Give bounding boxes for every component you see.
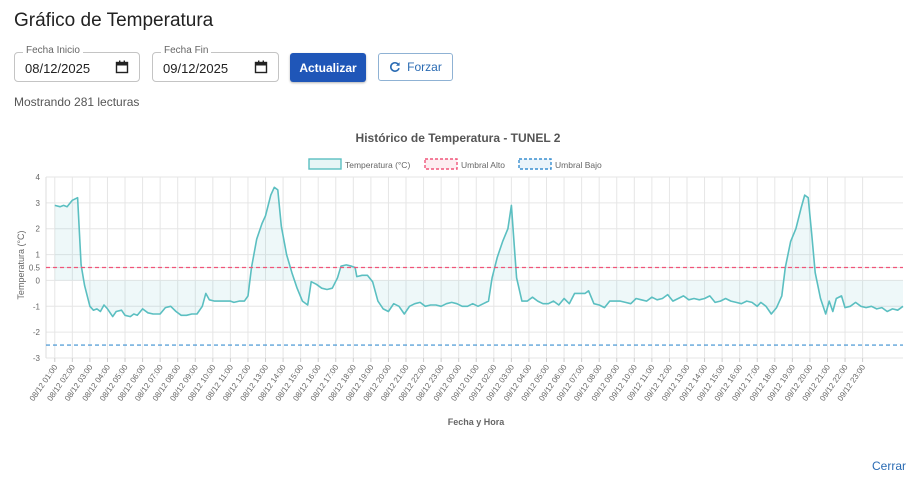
calendar-icon[interactable] [254, 60, 268, 74]
chart-title: Histórico de Temperatura - TUNEL 2 [356, 131, 561, 145]
end-date-value[interactable]: 09/12/2025 [163, 61, 229, 76]
chart-grid [45, 176, 903, 362]
start-date-field[interactable]: Fecha Inicio 08/12/2025 [14, 45, 140, 82]
y-tick-label: 4 [36, 173, 41, 182]
x-axis-label: Fecha y Hora [448, 417, 506, 427]
legend-low-threshold-swatch [518, 158, 552, 170]
start-date-label: Fecha Inicio [23, 45, 83, 56]
temperature-area [54, 187, 904, 317]
page-title: Gráfico de Temperatura [14, 10, 214, 31]
y-tick-label: -1 [33, 302, 41, 311]
y-tick-label: 2 [36, 225, 41, 234]
temperature-chart: Histórico de Temperatura - TUNEL 2 Tempe… [16, 131, 904, 427]
calendar-icon[interactable] [115, 60, 129, 74]
end-date-field[interactable]: Fecha Fin 09/12/2025 [152, 45, 279, 82]
force-button-label: Forzar [407, 60, 442, 74]
y-tick-label: 0 [36, 276, 41, 285]
start-date-value[interactable]: 08/12/2025 [25, 61, 91, 76]
y-tick-label: -3 [33, 354, 41, 363]
y-tick-label: 1 [36, 251, 41, 260]
legend-temperature-swatch [308, 158, 342, 170]
y-tick-label: 3 [36, 199, 41, 208]
legend-high-threshold-label: Umbral Alto [461, 160, 505, 170]
chart-legend: Temperatura (°C) Umbral Alto Umbral Bajo [308, 158, 602, 170]
force-button[interactable]: Forzar [378, 53, 453, 81]
legend-high-threshold-swatch [424, 158, 458, 170]
update-button[interactable]: Actualizar [290, 53, 366, 82]
chart-plot [46, 186, 904, 346]
refresh-icon [390, 61, 400, 72]
legend-temperature-label: Temperatura (°C) [345, 160, 410, 170]
y-axis-ticks: 4 3 2 1 0.5 0 -1 -2 -3 [29, 173, 41, 363]
readings-count: Mostrando 281 lecturas [14, 95, 140, 109]
legend-low-threshold-label: Umbral Bajo [555, 160, 602, 170]
y-tick-label: -2 [33, 328, 41, 337]
close-link[interactable]: Cerrar [871, 459, 906, 473]
temperature-line [54, 186, 904, 318]
y-tick-label: 0.5 [29, 264, 41, 273]
y-axis-label: Temperatura (°C) [16, 230, 26, 299]
end-date-label: Fecha Fin [161, 45, 212, 56]
